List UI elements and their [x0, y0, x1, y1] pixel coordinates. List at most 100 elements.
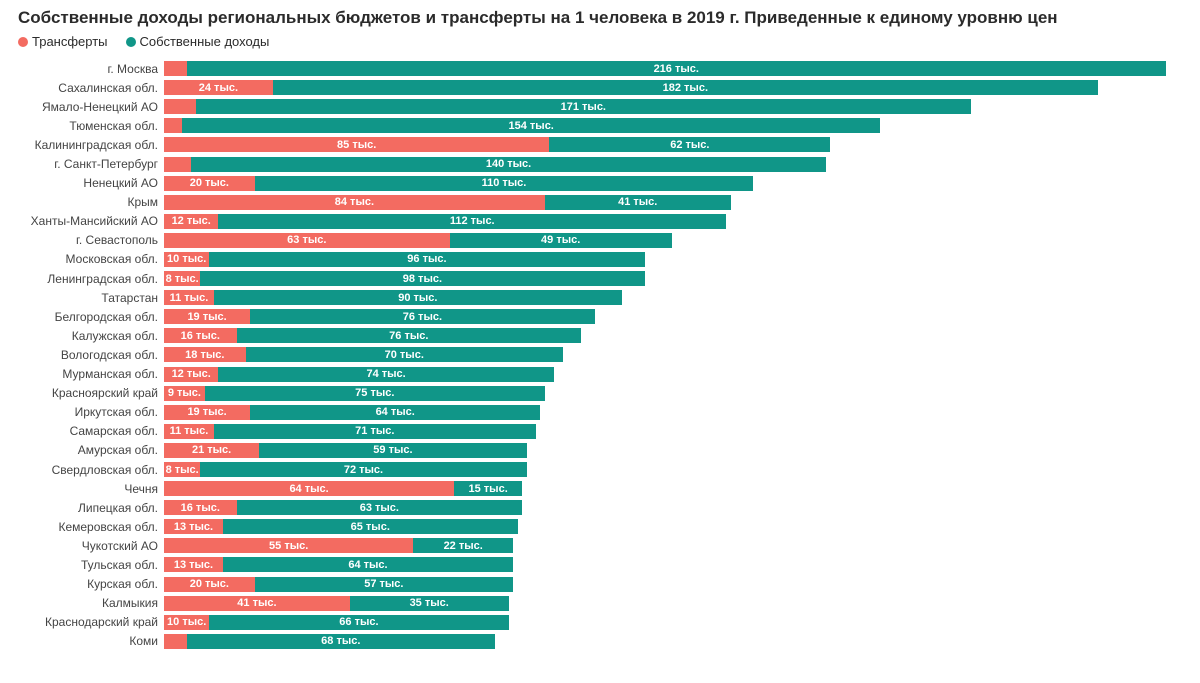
row-label: Коми — [18, 634, 164, 648]
bar-zone: 140 тыс. — [164, 157, 1182, 172]
chart-row: Самарская обл.11 тыс.71 тыс. — [18, 422, 1182, 441]
bar-zone: 68 тыс. — [164, 634, 1182, 649]
stacked-bar: 41 тыс.35 тыс. — [164, 596, 1182, 611]
bar-seg-transfers: 10 тыс. — [164, 252, 209, 267]
stacked-bar: 85 тыс.62 тыс. — [164, 137, 1182, 152]
bar-seg-transfers: 13 тыс. — [164, 557, 223, 572]
bar-seg-transfers — [164, 157, 191, 172]
stacked-bar: 10 тыс.96 тыс. — [164, 252, 1182, 267]
bar-seg-own: 110 тыс. — [255, 176, 754, 191]
bar-seg-transfers: 20 тыс. — [164, 577, 255, 592]
bar-seg-transfers: 10 тыс. — [164, 615, 209, 630]
bar-seg-transfers: 12 тыс. — [164, 367, 218, 382]
bar-seg-transfers: 11 тыс. — [164, 290, 214, 305]
row-label: Белгородская обл. — [18, 310, 164, 324]
row-label: Иркутская обл. — [18, 405, 164, 419]
bar-seg-own: 63 тыс. — [237, 500, 523, 515]
bar-seg-own: 59 тыс. — [259, 443, 526, 458]
chart-row: Иркутская обл.19 тыс.64 тыс. — [18, 403, 1182, 422]
row-label: Тюменская обл. — [18, 119, 164, 133]
chart-row: Липецкая обл.16 тыс.63 тыс. — [18, 498, 1182, 517]
bar-zone: 20 тыс.110 тыс. — [164, 176, 1182, 191]
legend-item-transfers: Трансферты — [18, 34, 108, 49]
row-label: Калининградская обл. — [18, 138, 164, 152]
bar-zone: 10 тыс.96 тыс. — [164, 252, 1182, 267]
row-label: Красноярский край — [18, 386, 164, 400]
stacked-bar: 13 тыс.65 тыс. — [164, 519, 1182, 534]
chart-row: Белгородская обл.19 тыс.76 тыс. — [18, 307, 1182, 326]
bar-seg-transfers: 20 тыс. — [164, 176, 255, 191]
bar-zone: 9 тыс.75 тыс. — [164, 386, 1182, 401]
bar-zone: 11 тыс.71 тыс. — [164, 424, 1182, 439]
bar-zone: 16 тыс.76 тыс. — [164, 328, 1182, 343]
stacked-bar: 8 тыс.98 тыс. — [164, 271, 1182, 286]
bar-seg-transfers: 16 тыс. — [164, 328, 237, 343]
bar-zone: 13 тыс.65 тыс. — [164, 519, 1182, 534]
bar-seg-own: 154 тыс. — [182, 118, 880, 133]
chart-row: Московская обл.10 тыс.96 тыс. — [18, 250, 1182, 269]
bar-seg-transfers: 13 тыс. — [164, 519, 223, 534]
stacked-bar: 21 тыс.59 тыс. — [164, 443, 1182, 458]
bar-zone: 10 тыс.66 тыс. — [164, 615, 1182, 630]
stacked-bar: 140 тыс. — [164, 157, 1182, 172]
bar-seg-transfers: 19 тыс. — [164, 309, 250, 324]
bar-seg-own: 76 тыс. — [250, 309, 595, 324]
stacked-bar: 171 тыс. — [164, 99, 1182, 114]
bar-seg-own: 66 тыс. — [209, 615, 508, 630]
stacked-bar: 12 тыс.74 тыс. — [164, 367, 1182, 382]
bar-seg-transfers: 21 тыс. — [164, 443, 259, 458]
row-label: Московская обл. — [18, 252, 164, 266]
bar-seg-own: 171 тыс. — [196, 99, 971, 114]
row-label: Калужская обл. — [18, 329, 164, 343]
bar-seg-own: 65 тыс. — [223, 519, 518, 534]
chart-row: Чукотский АО55 тыс.22 тыс. — [18, 536, 1182, 555]
row-label: Ненецкий АО — [18, 176, 164, 190]
row-label: Ленинградская обл. — [18, 272, 164, 286]
row-label: Краснодарский край — [18, 615, 164, 629]
bar-seg-own: 64 тыс. — [250, 405, 540, 420]
legend-label-transfers: Трансферты — [32, 34, 108, 49]
stacked-bar: 64 тыс.15 тыс. — [164, 481, 1182, 496]
bar-zone: 154 тыс. — [164, 118, 1182, 133]
bar-seg-own: 70 тыс. — [246, 347, 563, 362]
bar-seg-transfers: 8 тыс. — [164, 462, 200, 477]
chart-row: Ненецкий АО20 тыс.110 тыс. — [18, 174, 1182, 193]
bar-zone: 11 тыс.90 тыс. — [164, 290, 1182, 305]
row-label: Чукотский АО — [18, 539, 164, 553]
stacked-bar: 9 тыс.75 тыс. — [164, 386, 1182, 401]
stacked-bar: 19 тыс.76 тыс. — [164, 309, 1182, 324]
chart-row: Сахалинская обл.24 тыс.182 тыс. — [18, 78, 1182, 97]
stacked-bar: 84 тыс.41 тыс. — [164, 195, 1182, 210]
legend-dot-transfers — [18, 37, 28, 47]
legend-item-own: Собственные доходы — [126, 34, 270, 49]
bar-zone: 84 тыс.41 тыс. — [164, 195, 1182, 210]
bar-zone: 13 тыс.64 тыс. — [164, 557, 1182, 572]
chart-row: Калининградская обл.85 тыс.62 тыс. — [18, 135, 1182, 154]
stacked-bar: 20 тыс.110 тыс. — [164, 176, 1182, 191]
bar-zone: 12 тыс.74 тыс. — [164, 367, 1182, 382]
stacked-bar: 16 тыс.76 тыс. — [164, 328, 1182, 343]
chart-row: Краснодарский край10 тыс.66 тыс. — [18, 613, 1182, 632]
bar-seg-transfers: 84 тыс. — [164, 195, 545, 210]
bar-seg-own: 49 тыс. — [450, 233, 672, 248]
bar-seg-transfers — [164, 634, 187, 649]
bar-seg-transfers: 8 тыс. — [164, 271, 200, 286]
bar-zone: 55 тыс.22 тыс. — [164, 538, 1182, 553]
stacked-bar: 12 тыс.112 тыс. — [164, 214, 1182, 229]
row-label: Чечня — [18, 482, 164, 496]
bar-zone: 85 тыс.62 тыс. — [164, 137, 1182, 152]
chart-row: Кемеровская обл.13 тыс.65 тыс. — [18, 517, 1182, 536]
bar-seg-transfers — [164, 99, 196, 114]
bar-seg-transfers — [164, 118, 182, 133]
stacked-bar: 18 тыс.70 тыс. — [164, 347, 1182, 362]
bar-seg-own: 98 тыс. — [200, 271, 644, 286]
bar-seg-own: 216 тыс. — [187, 61, 1166, 76]
bar-zone: 20 тыс.57 тыс. — [164, 577, 1182, 592]
stacked-bar: 63 тыс.49 тыс. — [164, 233, 1182, 248]
bar-seg-own: 74 тыс. — [218, 367, 553, 382]
chart-row: Крым84 тыс.41 тыс. — [18, 193, 1182, 212]
bar-seg-own: 71 тыс. — [214, 424, 536, 439]
bar-zone: 8 тыс.72 тыс. — [164, 462, 1182, 477]
bar-seg-own: 57 тыс. — [255, 577, 513, 592]
bar-zone: 41 тыс.35 тыс. — [164, 596, 1182, 611]
